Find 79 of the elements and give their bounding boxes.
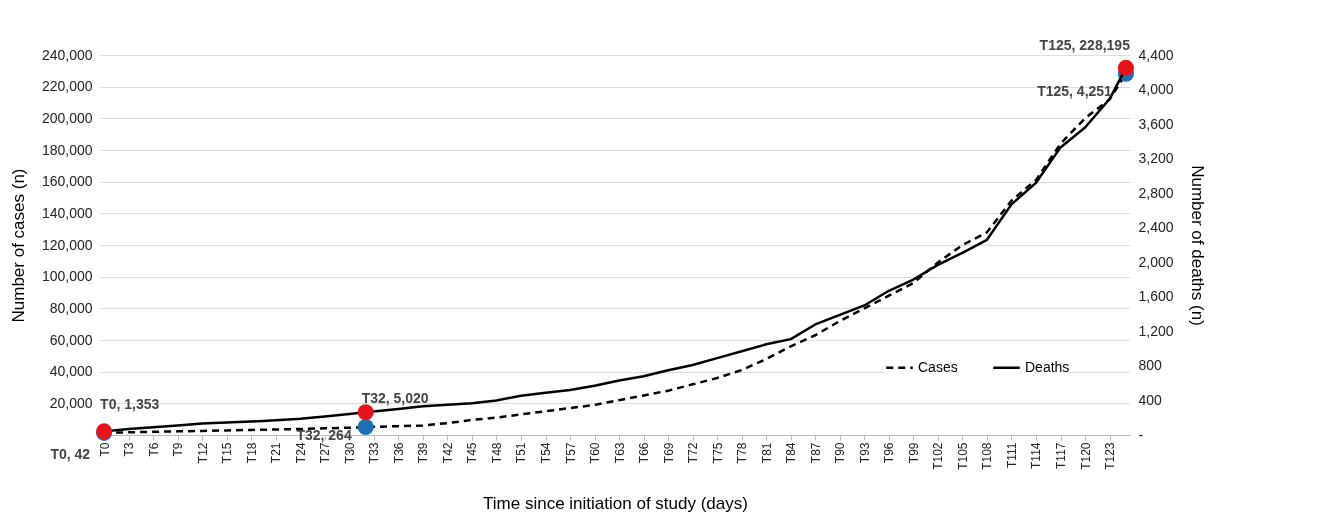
y-tick-label: 240,000	[41, 46, 93, 63]
x-tick-label: T108	[980, 442, 995, 470]
y2-tick-label: 3,200	[1138, 150, 1174, 167]
x-tick-label: T42	[440, 442, 455, 464]
y2-tick-label: 3,600	[1138, 115, 1174, 132]
data-label: T125, 228,195	[1039, 36, 1131, 53]
y2-tick-label: 800	[1138, 357, 1163, 374]
y-tick-label: 40,000	[49, 363, 93, 380]
x-tick-label: T39	[416, 442, 431, 464]
y-tick-label: 200,000	[41, 109, 93, 126]
x-tick-label: T90	[833, 442, 848, 464]
y2-tick-label: 4,000	[1138, 81, 1174, 98]
x-tick-label: T69	[661, 442, 676, 464]
x-tick-label: T0	[97, 442, 112, 457]
y-tick-label: 100,000	[41, 268, 93, 285]
x-tick-label: T63	[612, 442, 627, 464]
y2-tick-label: 2,000	[1138, 253, 1174, 270]
x-tick-label: T66	[637, 442, 652, 464]
y2-tick-label: 1,200	[1138, 322, 1174, 339]
x-tick-label: T102	[931, 442, 946, 470]
x-tick-label: T111	[1004, 442, 1019, 469]
y-tick-label: 140,000	[41, 204, 93, 221]
x-axis-title: Time since initiation of study (days)	[483, 493, 748, 513]
x-tick-label: T54	[539, 442, 554, 464]
x-tick-label: T30	[342, 442, 357, 464]
y-axis-title: Number of cases (n)	[8, 168, 28, 323]
x-tick-label: T117	[1054, 442, 1069, 469]
x-tick-label: T105	[955, 442, 970, 470]
x-tick-label: T48	[489, 442, 504, 464]
x-tick-label: T87	[808, 442, 823, 464]
y-tick-label: 220,000	[41, 78, 93, 95]
x-tick-label: T33	[367, 442, 382, 464]
y2-tick-label: 400	[1138, 391, 1163, 408]
x-tick-label: T114	[1029, 442, 1044, 469]
x-tick-label: T51	[514, 442, 529, 464]
y2-axis-title: Number of deaths (n)	[1187, 165, 1207, 326]
x-tick-label: T78	[735, 442, 750, 464]
x-tick-label: T27	[318, 442, 333, 464]
y-tick-label: 20,000	[49, 394, 93, 411]
data-label: T0, 42	[50, 446, 91, 463]
data-label: T32, 264	[296, 427, 352, 444]
point	[1117, 59, 1134, 76]
x-tick-label: T57	[563, 442, 578, 464]
data-label: T0, 1,353	[100, 395, 160, 412]
x-tick-label: T84	[784, 442, 799, 464]
x-tick-label: T96	[882, 442, 897, 464]
x-tick-label: T72	[686, 442, 701, 464]
point	[357, 404, 374, 421]
x-tick-label: T18	[244, 442, 259, 464]
x-tick-label: T99	[906, 442, 921, 464]
y2-tick-label: 4,400	[1138, 46, 1174, 63]
x-tick-label: T120	[1078, 442, 1093, 470]
y-tick-label: 160,000	[41, 173, 93, 190]
x-tick-label: T6	[146, 442, 161, 457]
y-tick-label: 60,000	[49, 331, 93, 348]
x-tick-label: T81	[759, 442, 774, 464]
x-tick-label: T75	[710, 442, 725, 464]
x-tick-label: T21	[269, 442, 284, 464]
y2-tick-label: 1,600	[1138, 288, 1174, 305]
x-tick-label: T123	[1103, 442, 1118, 470]
x-tick-label: T12	[195, 442, 210, 464]
y-tick-label: 180,000	[41, 141, 93, 158]
y-tick-label: 80,000	[49, 299, 93, 316]
x-tick-label: T60	[588, 442, 603, 464]
x-tick-label: T93	[857, 442, 872, 464]
legend-label: Cases	[918, 358, 958, 375]
x-tick-label: T45	[465, 442, 480, 464]
data-label: T32, 5,020	[361, 390, 429, 407]
legend-label: Deaths	[1025, 358, 1070, 375]
x-tick-label: T9	[171, 442, 186, 457]
x-tick-label: T36	[391, 442, 406, 464]
y2-tick-label: -	[1138, 426, 1144, 443]
x-tick-label: T24	[293, 442, 308, 464]
y-tick-label: 120,000	[41, 236, 93, 253]
y2-tick-label: 2,400	[1138, 219, 1174, 236]
x-tick-label: T15	[220, 442, 235, 464]
data-label: T125, 4,251	[1037, 82, 1113, 99]
x-tick-label: T3	[122, 442, 137, 457]
y2-tick-label: 2,800	[1138, 184, 1174, 201]
